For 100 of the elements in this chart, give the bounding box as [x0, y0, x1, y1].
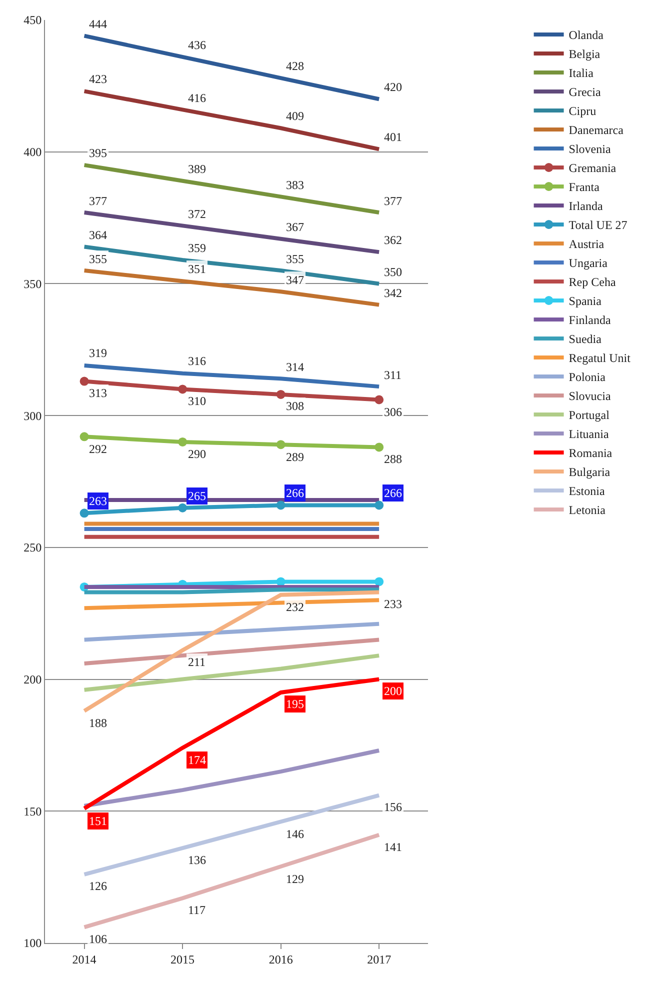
- data-label: 362: [384, 233, 402, 247]
- data-label: 319: [89, 346, 107, 360]
- data-label: 266: [384, 486, 402, 500]
- data-label: 436: [188, 38, 206, 52]
- data-label: 383: [286, 178, 304, 192]
- data-label: 117: [188, 903, 206, 917]
- data-label: 156: [384, 800, 402, 814]
- data-label: 350: [384, 265, 402, 279]
- legend-label: Rep Ceha: [568, 275, 616, 290]
- legend-label: Slovenia: [568, 142, 612, 156]
- legend-label: Suedia: [568, 332, 602, 346]
- x-tick-label: 2015: [170, 952, 195, 966]
- line-series: [82, 748, 382, 808]
- legend-label: Franta: [568, 180, 600, 194]
- data-label: 174: [188, 753, 206, 767]
- line-series: [82, 590, 382, 713]
- line-series: [82, 34, 382, 102]
- data-label: 129: [286, 872, 304, 886]
- line-series: [82, 793, 382, 876]
- data-label: 420: [384, 80, 402, 94]
- legend-label: Portugal: [568, 408, 610, 422]
- y-tick-label: 250: [24, 540, 42, 555]
- data-label: 401: [384, 130, 402, 144]
- legend-label: Letonia: [568, 503, 606, 518]
- data-label: 316: [188, 354, 206, 368]
- legend-label: Lituania: [568, 427, 610, 442]
- data-label: 106: [89, 932, 107, 946]
- data-label: 351: [188, 262, 206, 276]
- legend-label: Belgia: [568, 47, 601, 62]
- y-tick-label: 400: [24, 145, 42, 160]
- x-tick-label: 2017: [367, 952, 392, 966]
- legend-label: Gremania: [568, 161, 617, 176]
- legend-label: Irlanda: [568, 199, 604, 214]
- data-label: 126: [89, 879, 107, 893]
- data-label: 233: [384, 597, 402, 611]
- data-label: 308: [286, 399, 304, 413]
- data-label: 146: [286, 827, 304, 841]
- y-tick-label: 150: [24, 804, 42, 818]
- data-label: 263: [89, 494, 107, 508]
- legend-label: Ungaria: [568, 256, 608, 270]
- data-label: 151: [89, 814, 107, 828]
- data-label: 314: [286, 360, 304, 374]
- data-label: 200: [384, 684, 402, 698]
- data-label: 395: [89, 146, 107, 160]
- data-label: 311: [384, 368, 402, 382]
- legend-label: Grecia: [568, 85, 602, 100]
- legend-label: Polonia: [568, 370, 606, 384]
- data-label: 265: [188, 489, 206, 503]
- legend-label: Romania: [568, 446, 613, 460]
- legend-label: Danemarca: [568, 123, 624, 138]
- data-label: 306: [384, 405, 402, 419]
- data-label: 372: [188, 207, 206, 221]
- y-tick-label: 450: [24, 13, 42, 28]
- point: [374, 395, 384, 404]
- legend-label: Italia: [568, 66, 594, 80]
- point: [374, 577, 384, 586]
- data-label: 444: [89, 17, 107, 31]
- data-label: 347: [286, 273, 304, 287]
- point: [80, 376, 89, 386]
- point: [276, 390, 286, 399]
- point: [276, 440, 286, 450]
- data-label: 389: [188, 162, 206, 176]
- legend-label: Regatul Unit: [568, 351, 632, 366]
- data-label: 211: [188, 655, 206, 669]
- y-tick-label: 100: [24, 936, 42, 950]
- data-label: 141: [384, 840, 402, 854]
- point: [374, 500, 384, 510]
- legend-label: Cipru: [568, 104, 596, 118]
- data-label: 367: [286, 220, 304, 234]
- data-label: 377: [89, 194, 107, 208]
- data-label: 136: [188, 853, 206, 867]
- point: [80, 432, 89, 442]
- y-tick-label: 350: [24, 276, 42, 291]
- legend-label: Olanda: [568, 28, 604, 42]
- data-label: 364: [89, 228, 107, 242]
- line-series: [82, 244, 382, 286]
- data-label: 288: [384, 452, 402, 466]
- data-label: 266: [286, 486, 304, 500]
- data-label: 355: [286, 252, 304, 266]
- line-series: [82, 622, 382, 642]
- line-series: [82, 654, 382, 692]
- legend-label: Finlanda: [568, 313, 612, 328]
- data-label: 377: [384, 194, 402, 208]
- data-label: 359: [188, 241, 206, 255]
- point: [178, 503, 188, 512]
- legend-label: Slovucia: [568, 389, 612, 404]
- y-tick-label: 200: [24, 672, 42, 686]
- x-tick-label: 2014: [72, 952, 96, 966]
- x-tick-label: 2016: [268, 952, 293, 966]
- y-tick-label: 300: [24, 408, 42, 423]
- legend-label: Estonia: [568, 484, 606, 498]
- line-series: [82, 677, 382, 811]
- data-label: 232: [286, 600, 304, 614]
- data-label: 188: [89, 716, 107, 730]
- legend-label: Spania: [568, 294, 602, 308]
- data-label: 290: [188, 447, 206, 461]
- data-label: 409: [286, 109, 304, 123]
- data-label: 342: [384, 286, 402, 300]
- data-label: 428: [286, 59, 304, 73]
- data-label: 423: [89, 72, 107, 86]
